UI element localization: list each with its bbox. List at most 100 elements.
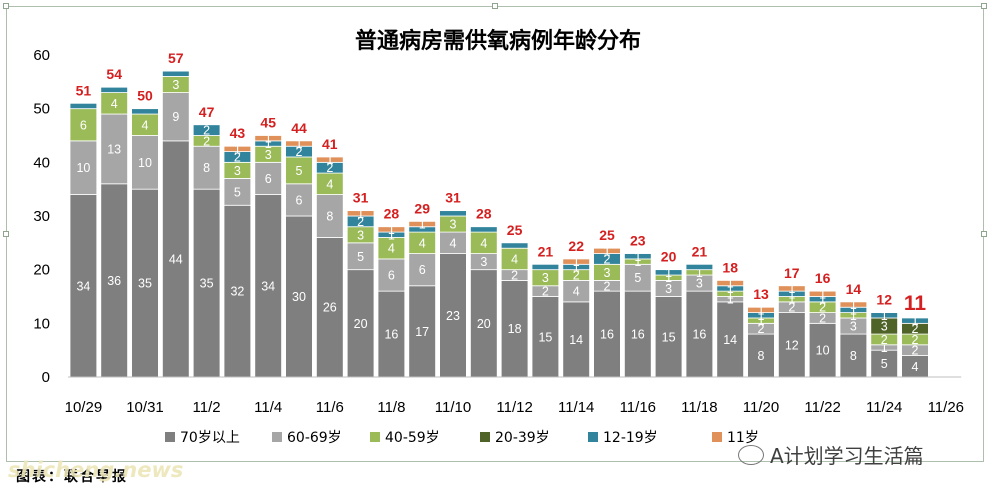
segment-label: 1 <box>573 260 580 274</box>
bar-segment <box>808 290 837 297</box>
y-axis: 0 10 20 30 40 50 60 <box>33 47 50 386</box>
segment-label: 2 <box>326 161 333 175</box>
bar-segment <box>685 263 714 271</box>
segment-label: 4 <box>111 97 118 111</box>
segment-label: 1 <box>634 250 641 264</box>
bar-segment <box>716 301 744 378</box>
x-tick-label: 11/20 <box>743 399 779 416</box>
segment-label: 1 <box>912 314 919 328</box>
segment-label: 8 <box>326 210 333 224</box>
segment-label: 1 <box>234 142 241 156</box>
segment-label: 5 <box>357 250 364 264</box>
wechat-icon <box>738 444 764 465</box>
bar-segment <box>716 279 744 287</box>
segment-label: 1 <box>388 228 395 242</box>
segment-label: 2 <box>881 333 888 347</box>
bar-total-label: 22 <box>568 238 584 254</box>
bar-total-label: 12 <box>876 292 892 308</box>
segment-label: 1 <box>296 137 303 151</box>
segment-label: 1 <box>665 266 672 280</box>
y-tick-label: 0 <box>42 369 50 386</box>
segment-label: 1 <box>850 298 857 312</box>
segment-label: 2 <box>511 269 518 283</box>
segment-label: 9 <box>172 110 179 124</box>
segment-label: 1 <box>634 255 641 269</box>
segment-label: 1 <box>788 287 795 301</box>
x-tick-label: 11/4 <box>254 399 282 416</box>
bar-segment <box>192 188 221 378</box>
segment-label: 3 <box>357 228 364 242</box>
bar-segment <box>531 263 560 271</box>
legend-swatch <box>588 432 598 442</box>
legend-swatch <box>712 432 722 442</box>
segment-label: 35 <box>200 277 214 291</box>
segment-label: 2 <box>819 301 826 315</box>
bar-segment <box>839 301 868 308</box>
bar-total-label: 50 <box>137 88 153 104</box>
segment-label: 4 <box>912 360 919 374</box>
chart-title: 普通病房需供氧病例年龄分布 <box>355 28 641 54</box>
y-tick-label: 40 <box>33 154 50 171</box>
segment-label: 1 <box>665 271 672 285</box>
bar-segment <box>778 285 806 292</box>
segment-label: 3 <box>450 218 457 232</box>
y-tick-label: 50 <box>33 101 50 118</box>
segment-label: 1 <box>326 153 333 167</box>
segment-label: 3 <box>665 282 672 296</box>
x-tick-label: 11/26 <box>928 399 964 416</box>
segment-label: 4 <box>480 236 487 250</box>
segment-label: 10 <box>138 156 152 170</box>
bar-segment <box>562 258 590 265</box>
resize-handle-top-right[interactable] <box>981 3 987 9</box>
x-axis: 10/29 10/31 11/2 11/4 11/6 11/8 11/10 11/12 11/1… <box>65 399 964 416</box>
x-tick-label: 11/14 <box>558 399 594 416</box>
segment-label: 13 <box>107 142 121 156</box>
segment-label: 15 <box>538 330 552 344</box>
segment-label: 2 <box>542 285 549 299</box>
bar-segment <box>654 296 683 378</box>
segment-label: 2 <box>912 333 919 347</box>
bar-segment <box>685 290 714 378</box>
bar-segment <box>747 306 775 314</box>
segment-label: 36 <box>107 274 121 288</box>
resize-handle-top-center[interactable] <box>492 3 498 9</box>
segment-label: 3 <box>480 255 487 269</box>
bar-segment <box>223 178 252 206</box>
segment-label: 16 <box>692 328 706 342</box>
resize-handle-top-left[interactable] <box>3 3 9 9</box>
bar-segment <box>161 70 190 77</box>
y-tick-label: 20 <box>33 262 50 279</box>
segment-label: 14 <box>569 333 583 347</box>
x-tick-label: 11/6 <box>316 399 344 416</box>
y-tick-label: 10 <box>33 315 50 332</box>
resize-handle-right[interactable] <box>981 231 987 237</box>
bar-segment <box>469 269 498 378</box>
segment-label: 1 <box>819 287 826 301</box>
watermark-right: A计划学习生活篇 <box>738 440 924 469</box>
segment-label: 6 <box>419 263 426 277</box>
segment-label: 6 <box>388 269 395 283</box>
segment-label: 2 <box>203 124 210 138</box>
bar-segment <box>69 102 98 110</box>
segment-label: 3 <box>850 320 857 334</box>
bar-total-label: 28 <box>476 206 492 222</box>
bar-segment <box>285 215 313 378</box>
segment-label: 17 <box>415 325 429 339</box>
segment-label: 44 <box>169 252 183 266</box>
bar-segment <box>315 237 344 378</box>
x-tick-label: 11/10 <box>435 399 471 416</box>
segment-label: 10 <box>76 161 90 175</box>
segment-label: 1 <box>758 314 765 328</box>
segment-label: 2 <box>234 150 241 164</box>
resize-handle-left[interactable] <box>3 231 9 237</box>
segment-label: 34 <box>76 279 90 293</box>
bar-segment <box>315 194 344 238</box>
x-tick-label: 11/18 <box>681 399 717 416</box>
bar-segment <box>408 253 436 287</box>
bar-total-label: 28 <box>384 206 400 222</box>
segment-label: 1 <box>419 218 426 232</box>
legend-swatch <box>165 432 175 442</box>
segment-label: 32 <box>230 285 244 299</box>
segment-label: 34 <box>261 279 275 293</box>
bar-total-label: 11 <box>904 292 927 315</box>
